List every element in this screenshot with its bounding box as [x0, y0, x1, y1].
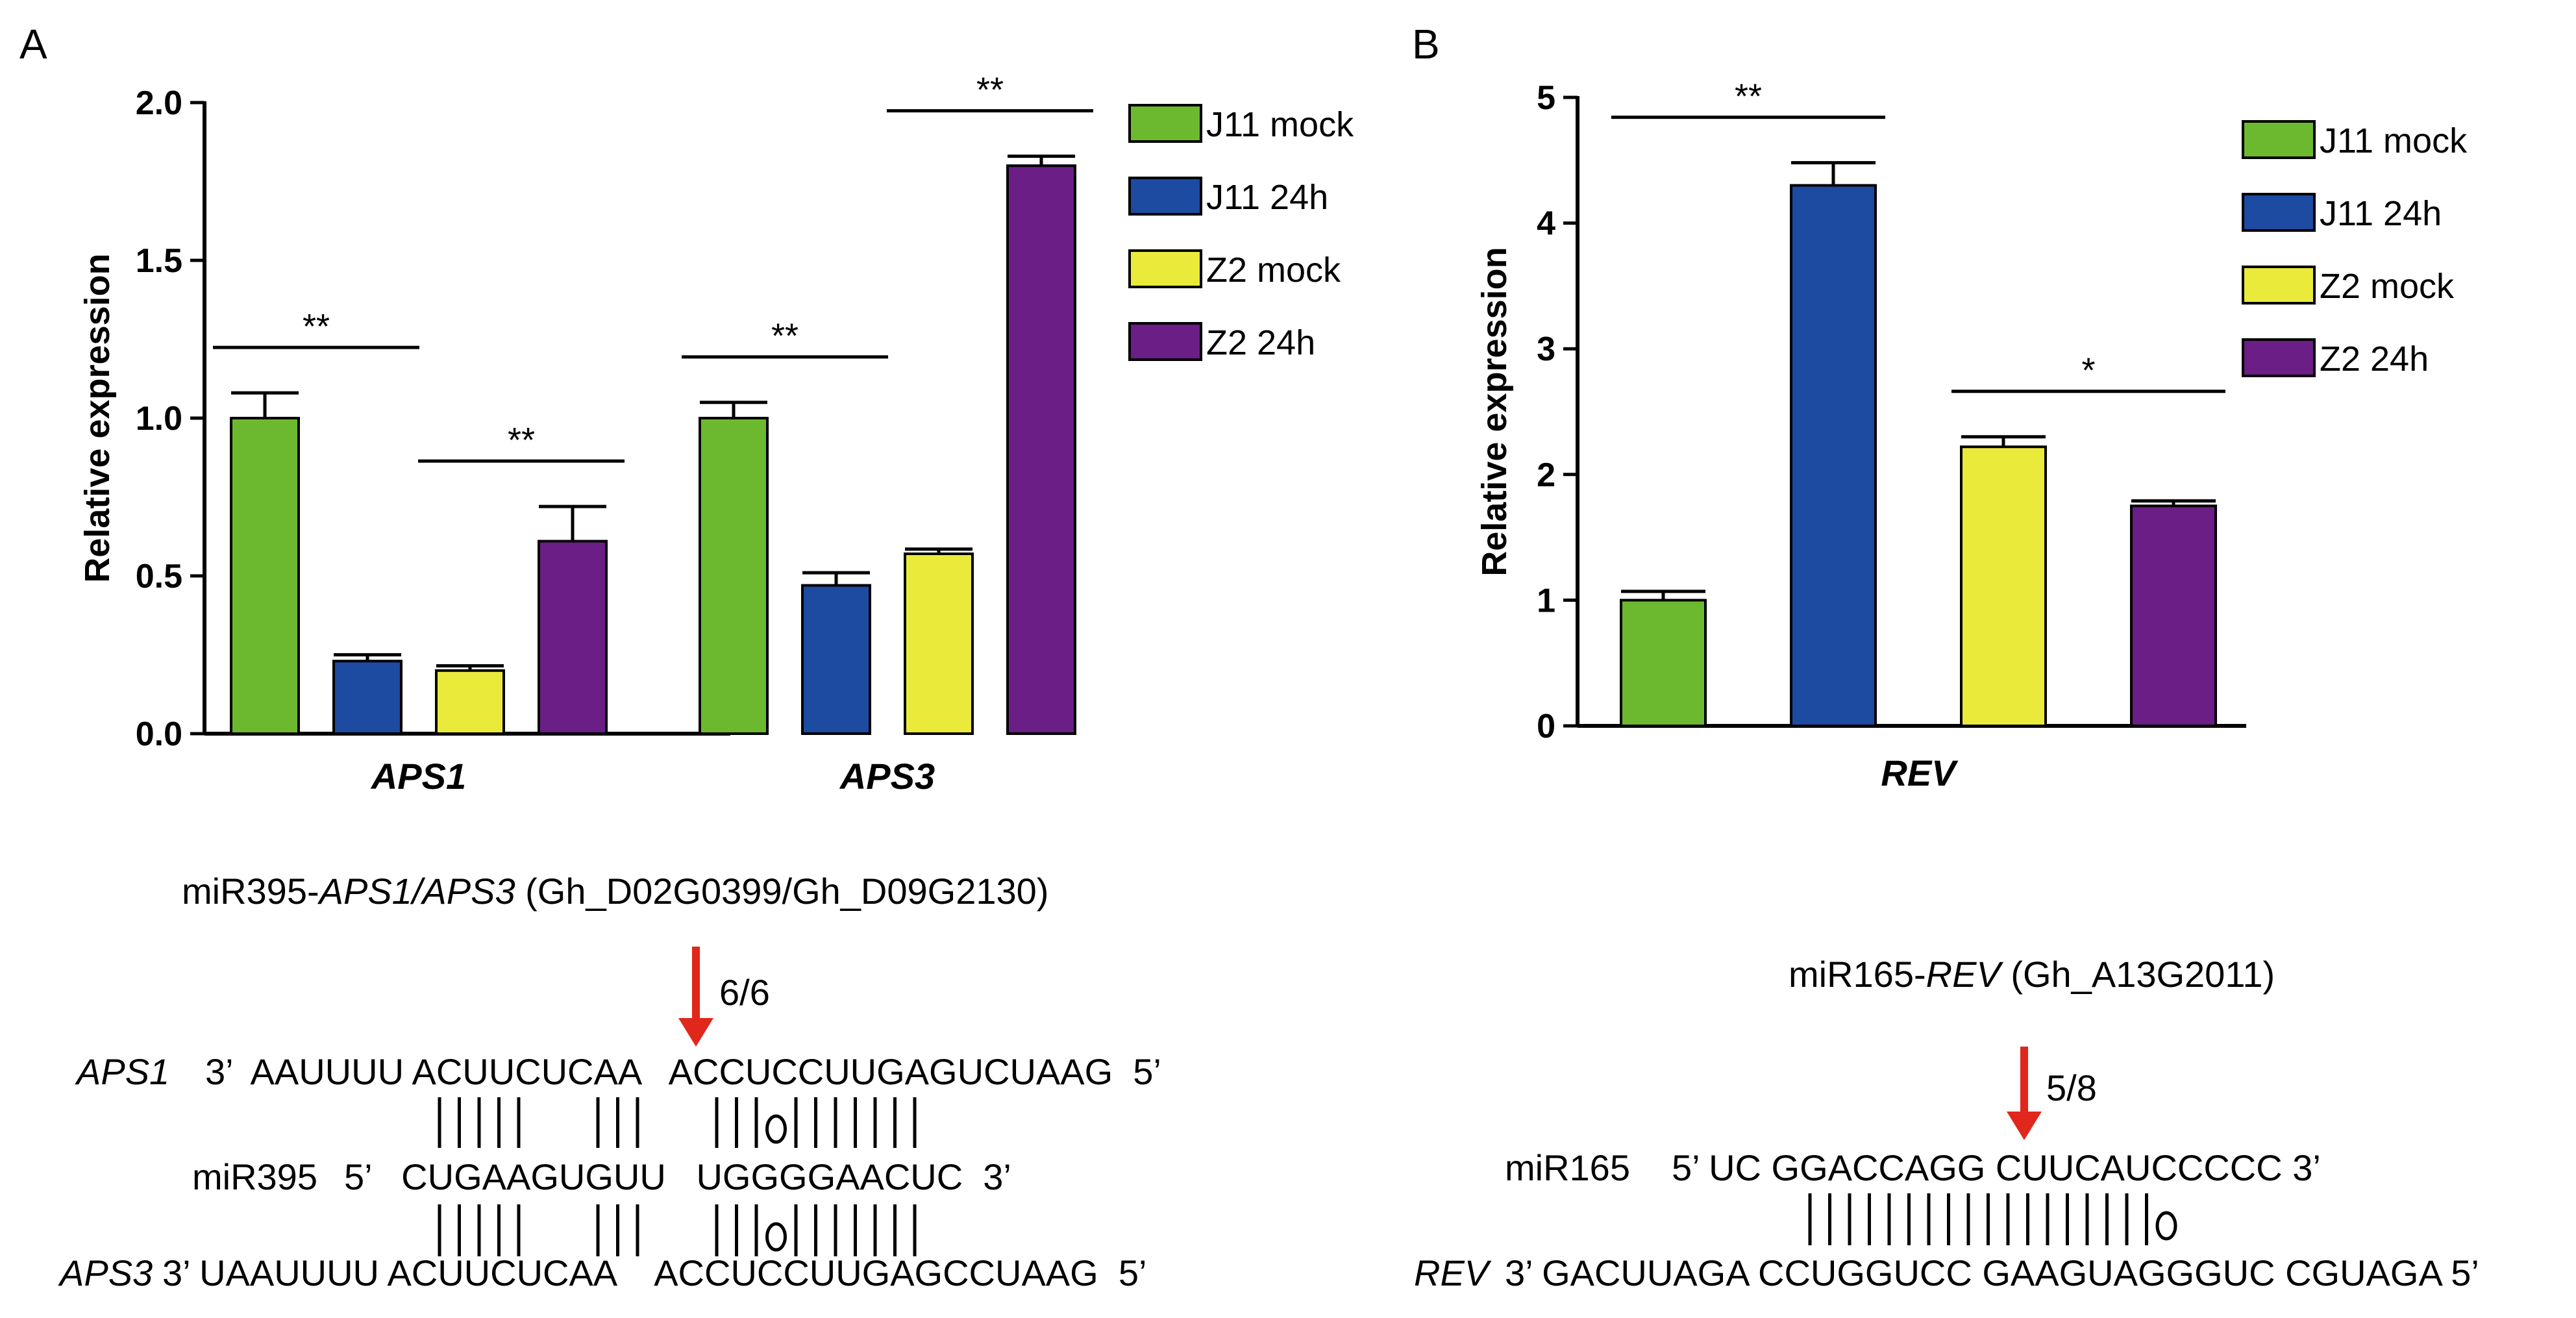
legend-swatch — [1128, 104, 1202, 143]
seq-b-title: miR165-REV (Gh_A13G2011) — [1789, 954, 2275, 995]
y-axis-title: Relative expression — [78, 253, 117, 582]
wobble-pair-mark — [765, 1114, 787, 1144]
seq-a-pairs-top — [438, 1097, 917, 1148]
legend-swatch — [1128, 177, 1202, 216]
seq-b-mir165-label: miR165 — [1505, 1147, 1630, 1188]
seq-b-rev-seq: 3’ GACUUAGA CCUGGUCC GAAGUAGGGUC CGUAGA … — [1505, 1252, 2479, 1293]
bar-aps3-z2-mock — [904, 552, 974, 735]
seq-a-arrow-head — [678, 1018, 713, 1047]
seq-b-pairs — [1808, 1193, 2177, 1245]
seq-a-aps1-seq: 3’ AAUUUU ACUUCUCAA ACCUCCUUGAGUCUAAG 5’ — [205, 1051, 1161, 1092]
wobble-pair-mark — [2155, 1211, 2177, 1241]
seq-a-aps1-gene: APS1 — [75, 1051, 169, 1092]
seq-a-pairs-bottom — [438, 1204, 917, 1256]
significance-label: * — [2081, 351, 2095, 390]
y-tick-label: 4 — [1537, 205, 1555, 243]
sequence-b: miR165-REV (Gh_A13G2011) 5/8 miR165 5’ U… — [1414, 954, 2479, 1293]
legend-label: Z2 24h — [2320, 340, 2429, 379]
significance-label: ** — [771, 317, 799, 356]
panel-a-label: A — [19, 21, 47, 68]
bar-rev-z2-24h — [2130, 504, 2217, 727]
y-tick-label: 1.5 — [136, 242, 182, 280]
significance-label: ** — [303, 307, 330, 346]
y-tick-label: 0.0 — [136, 715, 182, 753]
y-tick-label: 5 — [1537, 79, 1555, 117]
seq-b-arrow-head — [2007, 1112, 2042, 1140]
legend-label: J11 mock — [1206, 105, 1354, 144]
significance-label: ** — [508, 421, 535, 460]
seq-a-mir395-label: miR395 — [192, 1156, 317, 1197]
x-category-label: APS1 — [370, 756, 466, 797]
bar-aps1-z2-24h — [538, 540, 608, 735]
legend-swatch — [1128, 322, 1202, 361]
bar-rev-z2-mock — [1960, 445, 2047, 727]
y-tick-label: 0 — [1537, 708, 1555, 745]
seq-a-ratio: 6/6 — [719, 972, 770, 1013]
y-tick-label: 0.5 — [136, 558, 182, 595]
wobble-pair-mark — [765, 1222, 787, 1252]
bar-aps3-j11-mock — [699, 417, 769, 735]
legend-label: J11 24h — [1206, 178, 1328, 217]
legend-label: J11 24h — [2320, 194, 2442, 233]
legend-label: Z2 mock — [1206, 251, 1341, 290]
panel-b-label: B — [1412, 21, 1440, 68]
legend-swatch — [1128, 249, 1202, 288]
seq-b-mir165-seq: 5’ UC GGACCAGG CUUCAUCCCCC 3’ — [1672, 1147, 2321, 1188]
y-tick-label: 2.0 — [136, 84, 182, 122]
bar-aps1-j11-mock — [230, 417, 300, 735]
legend-label: Z2 mock — [2320, 267, 2455, 306]
legend-swatch — [2242, 193, 2316, 232]
y-tick-label: 1.0 — [136, 400, 182, 438]
bar-rev-j11-mock — [1620, 599, 1707, 728]
significance-label: ** — [976, 71, 1004, 110]
seq-b-ratio: 5/8 — [2046, 1067, 2097, 1108]
sequence-a: miR395-APS1/APS3 (Gh_D02G0399/Gh_D09G213… — [58, 871, 1161, 1293]
bar-aps3-j11-24h — [801, 584, 871, 736]
x-category-label: APS3 — [839, 756, 935, 797]
y-tick-label: 2 — [1537, 456, 1555, 494]
x-category-label: REV — [1881, 752, 1959, 793]
bar-aps3-z2-24h — [1006, 164, 1076, 735]
legend-swatch — [2242, 338, 2316, 377]
bar-aps1-z2-mock — [435, 669, 505, 736]
y-tick-label: 3 — [1537, 330, 1555, 368]
bar-aps1-j11-24h — [332, 660, 402, 735]
legend-swatch — [2242, 120, 2316, 159]
chart-a: 0.0 0.5 1.0 1.5 2.0 Relative expression APS1 **… — [78, 71, 1354, 797]
legend-swatch — [2242, 266, 2316, 305]
y-axis-title: Relative expression — [1475, 247, 1514, 576]
seq-a-aps3-seq: 3’ UAAUUUU ACUUCUCAA ACCUCCUUGAGCCUAAG 5… — [162, 1252, 1146, 1293]
legend-label: Z2 24h — [1206, 323, 1315, 362]
legend-label: J11 mock — [2320, 121, 2468, 160]
seq-a-aps3-gene: APS3 — [58, 1252, 153, 1293]
bar-rev-j11-24h — [1790, 184, 1877, 727]
significance-label: ** — [1735, 77, 1762, 116]
seq-a-mir395-seq: 5’ CUGAAGUGUU UGGGGAACUC 3’ — [344, 1156, 1011, 1197]
y-tick-label: 1 — [1537, 582, 1555, 619]
seq-b-rev-gene: REV — [1414, 1252, 1492, 1293]
seq-a-title: miR395-APS1/APS3 (Gh_D02G0399/Gh_D09G213… — [182, 871, 1048, 912]
